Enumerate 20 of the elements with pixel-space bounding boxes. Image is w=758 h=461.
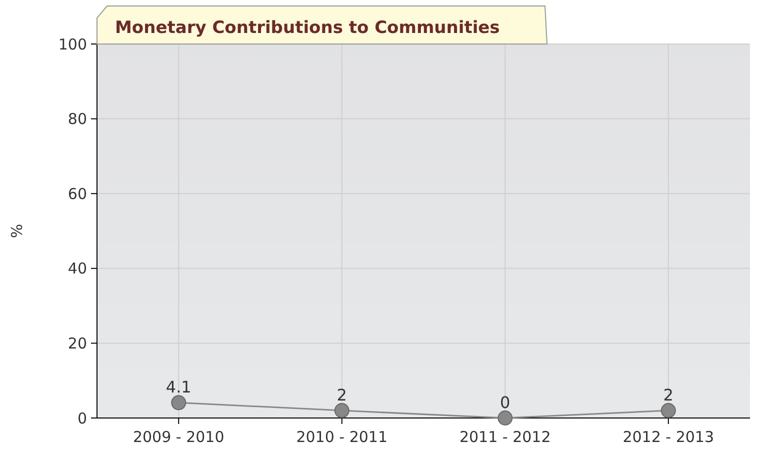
x-tick-label: 2010 - 2011 (296, 428, 388, 446)
data-label: 4.1 (166, 378, 192, 397)
data-label: 2 (336, 386, 347, 405)
x-tick-label: 2009 - 2010 (132, 428, 224, 446)
y-tick-label: 0 (77, 409, 87, 428)
chart-title: Monetary Contributions to Communities (115, 18, 500, 38)
point (660, 403, 676, 418)
x-tick-label: 2012 - 2013 (622, 428, 714, 446)
y-tick-label: 80 (68, 110, 87, 128)
point (498, 410, 513, 426)
y-tick-label: 20 (68, 334, 87, 352)
data-label: 2 (663, 386, 674, 405)
y-tick-label: 40 (68, 260, 87, 278)
data-label: 0 (500, 393, 510, 412)
x-tick-label: 2011 - 2012 (459, 428, 551, 446)
y-tick-label: 60 (68, 184, 87, 203)
point (334, 403, 350, 418)
y-axis-title: % (8, 224, 26, 238)
y-tick-label: 100 (58, 35, 87, 54)
point (171, 395, 186, 410)
